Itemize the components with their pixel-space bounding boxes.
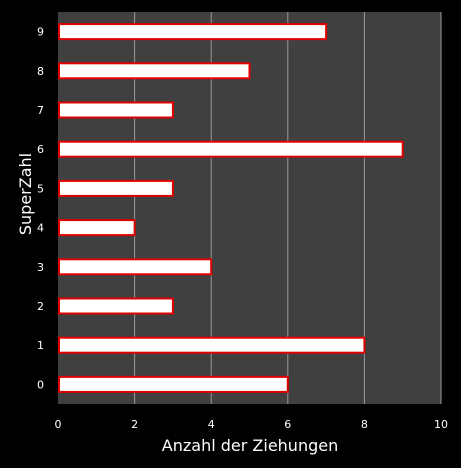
- x-tick-label-2: 2: [131, 418, 138, 431]
- bar-2: [58, 297, 174, 315]
- y-tick-label-5: 5: [37, 182, 44, 195]
- x-tick-label-4: 4: [208, 418, 215, 431]
- bar-1: [58, 336, 366, 354]
- y-tick-label-2: 2: [37, 300, 44, 313]
- x-tick-label-10: 10: [434, 418, 448, 431]
- bar-4: [58, 219, 136, 237]
- y-tick-label-3: 3: [37, 261, 44, 274]
- y-tick-label-7: 7: [37, 104, 44, 117]
- x-tick-label-8: 8: [361, 418, 368, 431]
- bar-8: [58, 62, 251, 80]
- y-tick-label-9: 9: [37, 26, 44, 39]
- bars: [58, 23, 404, 393]
- y-tick-labels: 0 1 2 3 4 5 6 7 8 9: [37, 26, 44, 392]
- x-axis-title: Anzahl der Ziehungen: [162, 436, 338, 455]
- x-tick-label-0: 0: [55, 418, 62, 431]
- bar-6: [58, 140, 404, 158]
- bar-9: [58, 23, 328, 41]
- bar-7: [58, 101, 174, 119]
- y-tick-label-4: 4: [37, 222, 44, 235]
- y-tick-label-6: 6: [37, 143, 44, 156]
- x-tick-labels: 0 2 4 6 8 10: [55, 418, 449, 431]
- y-tick-label-1: 1: [37, 339, 44, 352]
- bar-0: [58, 375, 289, 393]
- bar-3: [58, 258, 213, 276]
- bar-5: [58, 179, 174, 197]
- y-tick-label-0: 0: [37, 378, 44, 391]
- x-tick-label-6: 6: [284, 418, 291, 431]
- y-tick-label-8: 8: [37, 65, 44, 78]
- y-axis-title: SuperZahl: [16, 153, 35, 235]
